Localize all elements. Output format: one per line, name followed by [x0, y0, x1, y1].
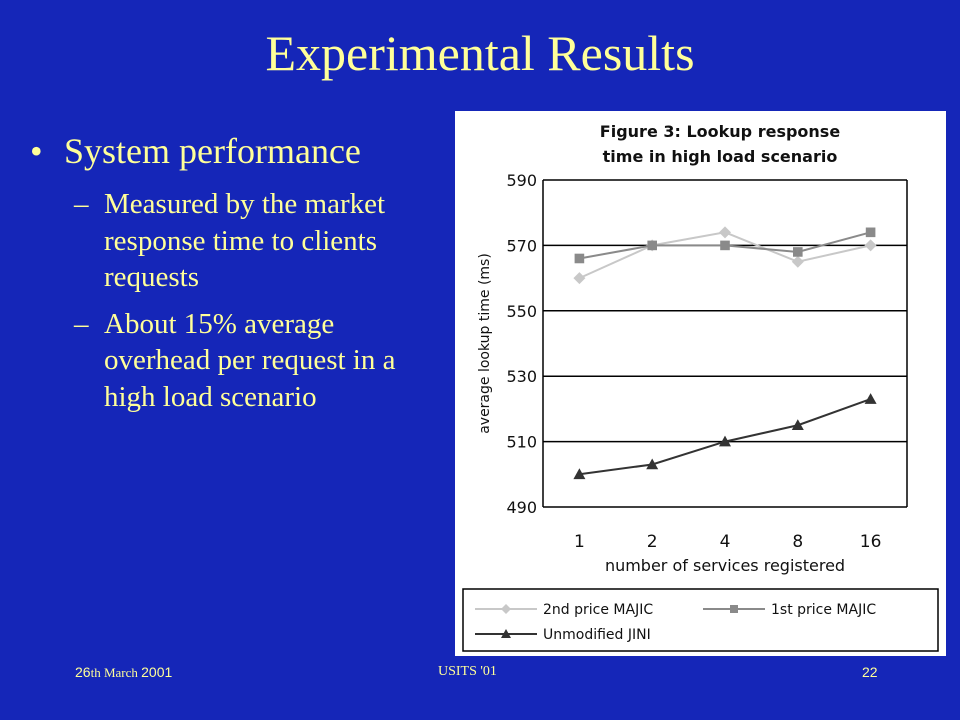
x-tick-label: 16	[860, 532, 882, 552]
data-point	[793, 247, 803, 257]
x-tick-label: 2	[647, 532, 658, 552]
legend-label: Unmodified JINI	[543, 627, 651, 643]
data-point	[501, 629, 511, 638]
bullet-dot-icon: •	[30, 131, 43, 171]
data-point	[730, 605, 738, 613]
bullet-list: • System performance – Measured by the m…	[30, 130, 430, 425]
sub-bullet-list: – Measured by the market response time t…	[30, 186, 430, 415]
y-tick-label: 570	[506, 236, 537, 255]
chart-image: Figure 3: Lookup response time in high lo…	[455, 111, 946, 656]
sub-bullet-text: About 15% average overhead per request i…	[104, 307, 396, 413]
footer-date: 26th March 2001	[75, 664, 172, 681]
x-axis-label: number of services registered	[605, 556, 845, 575]
data-point	[719, 226, 731, 239]
data-point	[573, 272, 586, 285]
dash-icon: –	[74, 307, 89, 340]
data-point	[646, 458, 659, 470]
data-point	[719, 435, 731, 447]
data-point	[573, 468, 586, 480]
slide-title: Experimental Results	[265, 25, 695, 81]
chart-title-line: Figure 3: Lookup response	[600, 122, 841, 141]
y-axis-label: average lookup time (ms)	[477, 253, 493, 434]
chart-title-line: time in high load scenario	[603, 147, 838, 166]
data-point	[865, 227, 876, 238]
data-point	[720, 240, 730, 251]
sub-bullet: – Measured by the market response time t…	[30, 186, 430, 296]
x-tick-label: 1	[574, 532, 585, 552]
sub-bullet: – About 15% average overhead per request…	[30, 306, 430, 416]
y-tick-label: 530	[506, 367, 537, 386]
legend-box	[462, 588, 939, 652]
bullet-main-text: System performance	[64, 131, 361, 171]
footer-page-number: 22	[862, 664, 878, 680]
line-chart: Figure 3: Lookup response time in high lo…	[462, 122, 939, 652]
data-point	[864, 239, 877, 252]
legend-label: 1st price MAJIC	[771, 602, 876, 618]
footer-date-month: th March	[90, 665, 142, 680]
footer-date-day: 26	[75, 664, 91, 680]
footer-conference: USITS '01	[438, 664, 497, 679]
data-point	[864, 393, 877, 404]
series-line	[578, 231, 871, 280]
y-tick-label: 490	[506, 498, 537, 517]
footer-date-year: 2001	[141, 664, 173, 680]
bullet-main: • System performance	[30, 130, 430, 172]
data-point	[574, 253, 585, 264]
x-tick-label: 4	[720, 532, 731, 552]
x-tick-label: 8	[792, 532, 803, 552]
data-point	[791, 419, 804, 431]
data-point	[647, 240, 657, 251]
data-point	[791, 255, 804, 268]
y-tick-label: 550	[506, 302, 537, 321]
y-tick-label: 590	[506, 171, 537, 190]
sub-bullet-text: Measured by the market response time to …	[104, 188, 386, 294]
dash-icon: –	[74, 188, 89, 220]
y-tick-label: 510	[506, 433, 537, 452]
data-point	[501, 604, 511, 614]
legend-label: 2nd price MAJIC	[543, 602, 653, 618]
